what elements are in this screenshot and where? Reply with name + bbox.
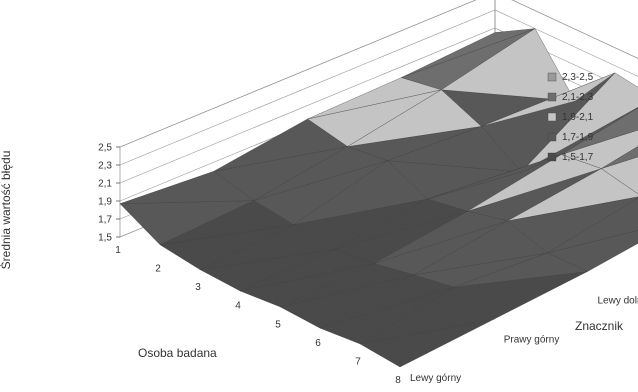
- gridline: [119, 9, 638, 166]
- x-tick-label: 2: [155, 264, 161, 275]
- z-tick-label: 2,3: [98, 161, 112, 172]
- legend-swatch: [547, 132, 557, 142]
- x-tick-label: 7: [355, 356, 361, 367]
- surface-facet: [159, 200, 295, 245]
- surface-facet: [199, 224, 335, 270]
- x-tick-label: 3: [195, 282, 201, 293]
- surface-facet: [293, 160, 428, 225]
- x-tick-label: 4: [235, 301, 241, 312]
- surface-facet: [307, 77, 442, 120]
- surface-facet: [521, 72, 638, 173]
- surface-facet: [601, 146, 638, 169]
- legend-label: 1,7-1,9: [562, 132, 594, 143]
- legend-swatch: [547, 152, 557, 162]
- surface-facet: [401, 28, 536, 78]
- chart-axes: 1,5 1,7 1,9 2,1 2,3 2,5 1 2 3 4 5 6 7 8 Lewy górny Praw…: [98, 143, 638, 387]
- surface-facet: [507, 168, 638, 222]
- x-tick-label: 6: [315, 338, 321, 349]
- surface-plot: [119, 28, 638, 368]
- y-tick-label: Lewy górny: [410, 373, 461, 384]
- x-tick-label: 1: [115, 245, 121, 256]
- gridline: [119, 0, 638, 148]
- surface-facet: [253, 146, 389, 201]
- surface-facet: [239, 249, 375, 292]
- surface-facet: [359, 286, 495, 345]
- surface-facet: [279, 263, 415, 307]
- y-tick-label: Prawy górny: [504, 334, 560, 345]
- surface-facet: [547, 197, 638, 254]
- gridline: [119, 27, 638, 184]
- x-tick-label: 8: [395, 375, 401, 386]
- back-wall: [494, 0, 638, 149]
- x-tick-label: 5: [275, 319, 281, 330]
- legend-label: 1,5-1,7: [562, 152, 594, 163]
- z-tick-label: 1,9: [98, 197, 112, 208]
- surface-facet: [561, 107, 638, 155]
- surface-facet: [333, 198, 469, 250]
- y-tick-label: Lewy dolny: [598, 296, 638, 307]
- surface-facet: [119, 171, 255, 204]
- legend-swatch: [547, 92, 557, 102]
- z-tick-label: 2,1: [98, 179, 112, 190]
- surface-facet: [440, 28, 576, 102]
- legend-label: 2,3-2,5: [562, 72, 594, 83]
- surface-facet: [319, 274, 455, 329]
- z-tick-label: 2,5: [98, 143, 112, 154]
- surface-facet: [467, 154, 602, 212]
- surface-facet: [413, 220, 548, 276]
- z-tick-label: 1,7: [98, 215, 112, 226]
- surface-facet: [213, 118, 348, 172]
- legend-swatch: [547, 72, 557, 82]
- surface-facet: [373, 211, 509, 264]
- y-axis-title: Znacznik: [575, 319, 624, 333]
- surface-facet: [427, 154, 562, 200]
- legend-swatch: [547, 112, 557, 122]
- surface-facet: [387, 126, 522, 173]
- surface-facet: [453, 252, 589, 288]
- z-axis-title: Średnia wartość błędu: [0, 151, 13, 270]
- surface-facet: [347, 89, 482, 147]
- x-axis-title: Osoba badana: [138, 346, 217, 360]
- chart-legend: 2,3-2,5 2,1-2,3 1,9-2,1 1,7-1,9 1,5-1,7: [547, 72, 594, 163]
- legend-label: 1,9-2,1: [562, 112, 594, 123]
- legend-label: 2,1-2,3: [562, 92, 594, 103]
- z-tick-label: 1,5: [98, 233, 112, 244]
